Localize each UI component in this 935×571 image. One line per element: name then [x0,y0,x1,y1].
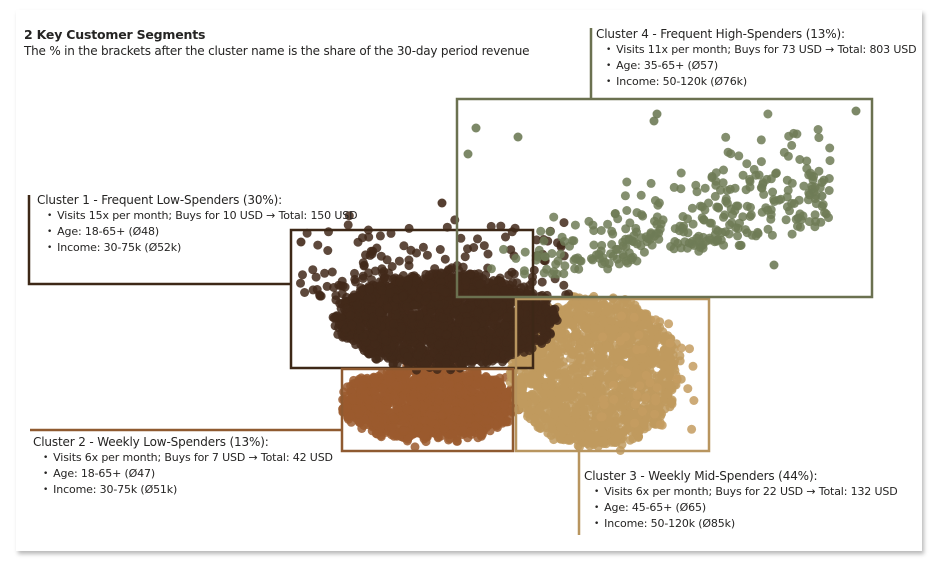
cluster-3-box [514,297,711,453]
cluster-3-age: Age: 45-65+ (Ø65) [594,500,898,516]
cluster-1-income: Income: 30-75k (Ø52k) [47,240,357,256]
cluster-boxes [289,97,874,453]
cluster-3-annotation: Cluster 3 - Weekly Mid-Spenders (44%): V… [584,468,898,532]
cluster-1-label: Cluster 1 - Frequent Low-Spenders (30%): [37,193,283,207]
cluster-2-income: Income: 30-75k (Ø51k) [43,482,333,498]
cluster-3-visits: Visits 6x per month; Buys for 22 USD → T… [594,484,898,500]
chart-subtitle: The % in the brackets after the cluster … [24,44,530,58]
cluster-3-label: Cluster 3 - Weekly Mid-Spenders (44%): [584,469,818,483]
cluster-1-connector [27,195,291,286]
cluster-4-details: Visits 11x per month; Buys for 73 USD → … [596,42,916,90]
cluster-4-annotation: Cluster 4 - Frequent High-Spenders (13%)… [596,26,917,90]
cluster-4-visits: Visits 11x per month; Buys for 73 USD → … [606,42,916,58]
cluster-2-label: Cluster 2 - Weekly Low-Spenders (13%): [33,435,269,449]
cluster-1-details: Visits 15x per month; Buys for 10 USD → … [37,208,357,256]
scatter-points [296,106,861,455]
cluster-1-age: Age: 18-65+ (Ø48) [47,224,357,240]
cluster-3-income: Income: 50-120k (Ø85k) [594,516,898,532]
cluster-2-visits: Visits 6x per month; Buys for 7 USD → To… [43,450,333,466]
cluster-4-box [455,97,874,299]
cluster-2-age: Age: 18-65+ (Ø47) [43,466,333,482]
cluster-1-annotation: Cluster 1 - Frequent Low-Spenders (30%):… [37,192,358,256]
cluster-2-box [340,367,515,453]
chart-title: 2 Key Customer Segments [24,27,206,42]
cluster-1-visits: Visits 15x per month; Buys for 10 USD → … [47,208,357,224]
cluster-4-label: Cluster 4 - Frequent High-Spenders (13%)… [596,27,845,41]
cluster-4-income: Income: 50-120k (Ø76k) [606,74,916,90]
cluster-3-details: Visits 6x per month; Buys for 22 USD → T… [584,484,898,532]
annotation-connectors [27,28,593,535]
cluster-2-details: Visits 6x per month; Buys for 7 USD → To… [33,450,333,498]
cluster-2-annotation: Cluster 2 - Weekly Low-Spenders (13%): V… [33,434,333,498]
cluster-4-age: Age: 35-65+ (Ø57) [606,58,916,74]
